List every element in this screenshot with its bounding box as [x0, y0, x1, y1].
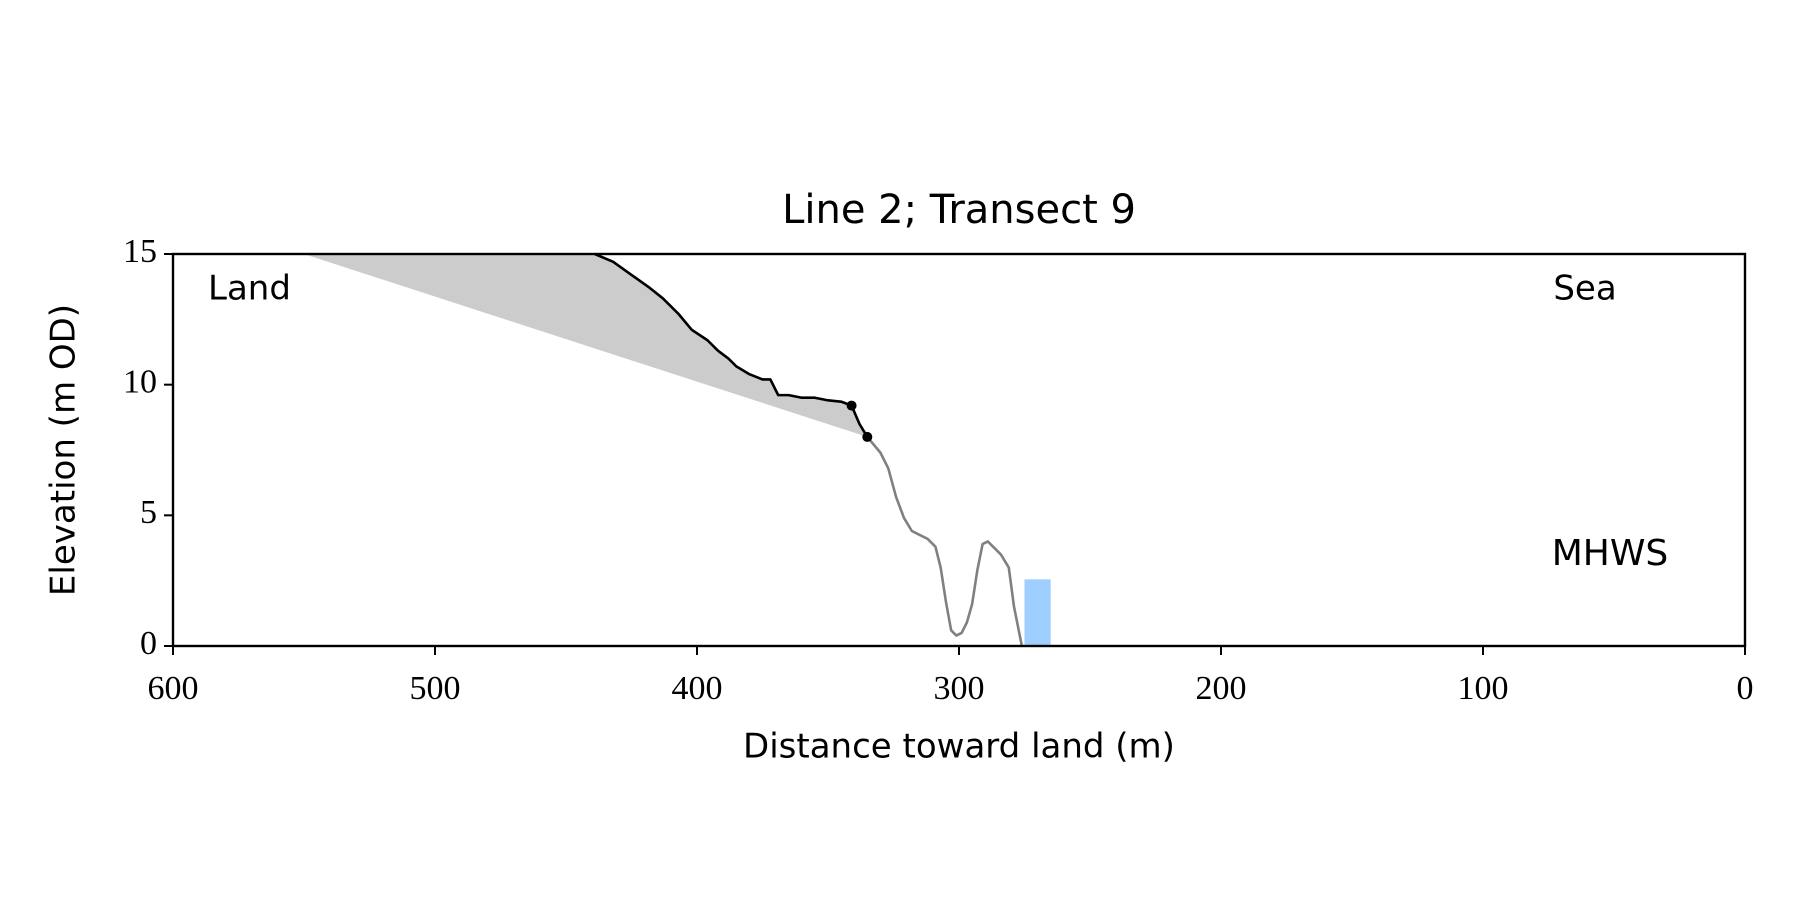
- profile-line: [866, 436, 1024, 647]
- x-axis-label: Distance toward land (m): [743, 727, 1175, 767]
- annotation: Land: [208, 269, 291, 309]
- annotation: Sea: [1553, 269, 1616, 309]
- mhws-bar: [1024, 579, 1051, 646]
- y-tick-label: 10: [123, 363, 157, 400]
- x-tick-label: 300: [934, 670, 985, 707]
- x-tick-label: 0: [1737, 670, 1754, 707]
- x-tick-label: 600: [148, 670, 199, 707]
- marker: [862, 431, 873, 442]
- x-tick-label: 100: [1458, 670, 1509, 707]
- plot-frame: [171, 252, 1747, 648]
- x-tick-label: 500: [410, 670, 461, 707]
- y-tick-label: 5: [140, 494, 157, 531]
- mhws-label: MHWS: [1552, 533, 1669, 574]
- profile-line: [594, 252, 869, 438]
- y-tick-label: 0: [140, 625, 157, 662]
- y-tick-label: 15: [123, 233, 157, 270]
- x-tick-label: 400: [672, 670, 723, 707]
- marker: [846, 400, 857, 411]
- x-tick-label: 200: [1196, 670, 1247, 707]
- shaded-area: [304, 254, 868, 437]
- chart-title: Line 2; Transect 9: [782, 187, 1136, 233]
- y-axis-label: Elevation (m OD): [44, 304, 84, 596]
